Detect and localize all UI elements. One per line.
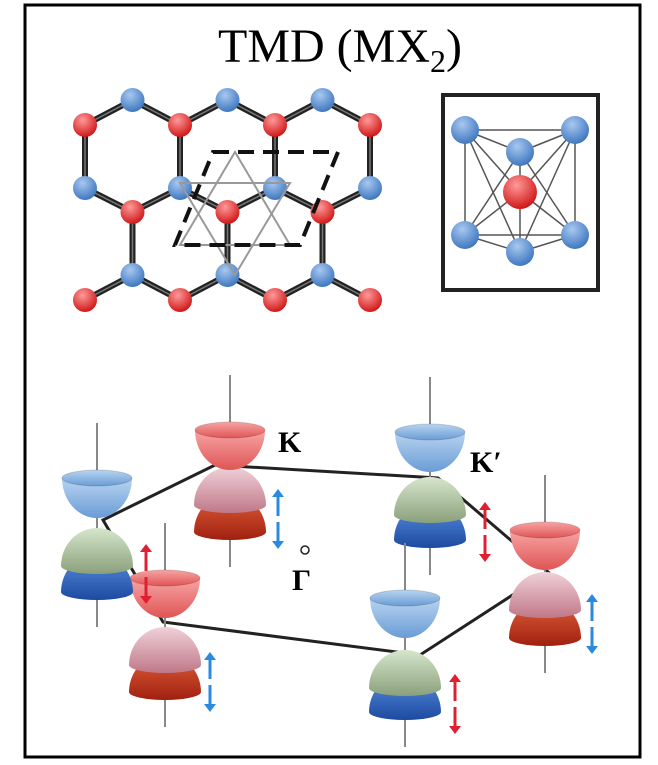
spin-arrowhead xyxy=(479,554,491,562)
brillouin-zone xyxy=(100,463,551,657)
unit-cell xyxy=(172,150,341,277)
spin-arrowhead xyxy=(449,674,461,682)
atom-m xyxy=(215,200,240,224)
atom-x xyxy=(561,221,589,249)
inset-box xyxy=(441,93,600,292)
atom-m xyxy=(73,288,97,312)
conduction-band xyxy=(62,478,132,518)
atom-m xyxy=(73,113,97,137)
spin-arrowhead xyxy=(479,502,491,510)
atom-x xyxy=(358,176,382,200)
atom-x xyxy=(215,88,240,112)
atom-x xyxy=(451,116,479,144)
atom-x xyxy=(215,263,240,287)
valleys xyxy=(61,375,598,747)
title-close: ) xyxy=(446,20,462,73)
band-rim xyxy=(129,569,201,587)
octa-edge xyxy=(519,129,576,253)
spin-arrowhead xyxy=(204,704,216,712)
conduction-band xyxy=(370,598,440,638)
label-gamma: Γ xyxy=(292,564,311,597)
atom-m xyxy=(168,288,192,312)
conduction-band xyxy=(510,530,580,570)
atom-x xyxy=(263,176,287,200)
conduction-band xyxy=(195,430,265,470)
spin-arrowhead xyxy=(140,544,152,552)
valence-band xyxy=(129,627,201,673)
frame xyxy=(23,3,642,759)
band-rim xyxy=(394,423,466,441)
atom-x xyxy=(506,238,534,266)
label-k-prime: K′ xyxy=(470,446,502,479)
atom-m xyxy=(120,200,145,224)
conduction-band xyxy=(395,432,465,472)
spin-arrowhead xyxy=(272,541,284,549)
gamma-point xyxy=(300,545,310,555)
atom-m xyxy=(168,113,192,137)
atom-m xyxy=(358,288,382,312)
octahedron xyxy=(451,116,589,266)
octa-edge xyxy=(464,151,521,236)
atom-m xyxy=(263,288,287,312)
spin-arrowhead xyxy=(449,726,461,734)
label-k: K xyxy=(278,426,302,459)
atom-m xyxy=(263,113,287,137)
spin-arrowhead xyxy=(140,596,152,604)
spin-arrowhead xyxy=(586,646,598,654)
band-rim xyxy=(369,589,441,607)
atom-x xyxy=(310,263,335,287)
spin-arrowhead xyxy=(586,594,598,602)
band-rim xyxy=(509,521,581,539)
valence-band xyxy=(369,650,441,696)
valence-band xyxy=(194,467,266,513)
lattice xyxy=(73,88,382,312)
title: TMD (MX2) xyxy=(218,20,462,79)
spin-arrowhead xyxy=(272,489,284,497)
atom-x xyxy=(506,138,534,166)
atom-m xyxy=(358,113,382,137)
valence-band xyxy=(394,477,466,523)
atom-x xyxy=(120,263,145,287)
title-subscript: 2 xyxy=(430,43,446,79)
octa-edge xyxy=(464,129,521,253)
atom-x xyxy=(561,116,589,144)
band-rim xyxy=(194,421,266,439)
atom-m xyxy=(503,175,537,209)
title-main: TMD (MX xyxy=(218,20,430,73)
atom-x xyxy=(310,88,335,112)
octa-edge xyxy=(519,151,576,236)
atom-x xyxy=(73,176,97,200)
spin-arrowhead xyxy=(204,652,216,660)
band-rim xyxy=(61,469,133,487)
valence-band xyxy=(61,528,133,574)
valence-band xyxy=(509,572,581,618)
atom-x xyxy=(120,88,145,112)
atom-x xyxy=(451,221,479,249)
